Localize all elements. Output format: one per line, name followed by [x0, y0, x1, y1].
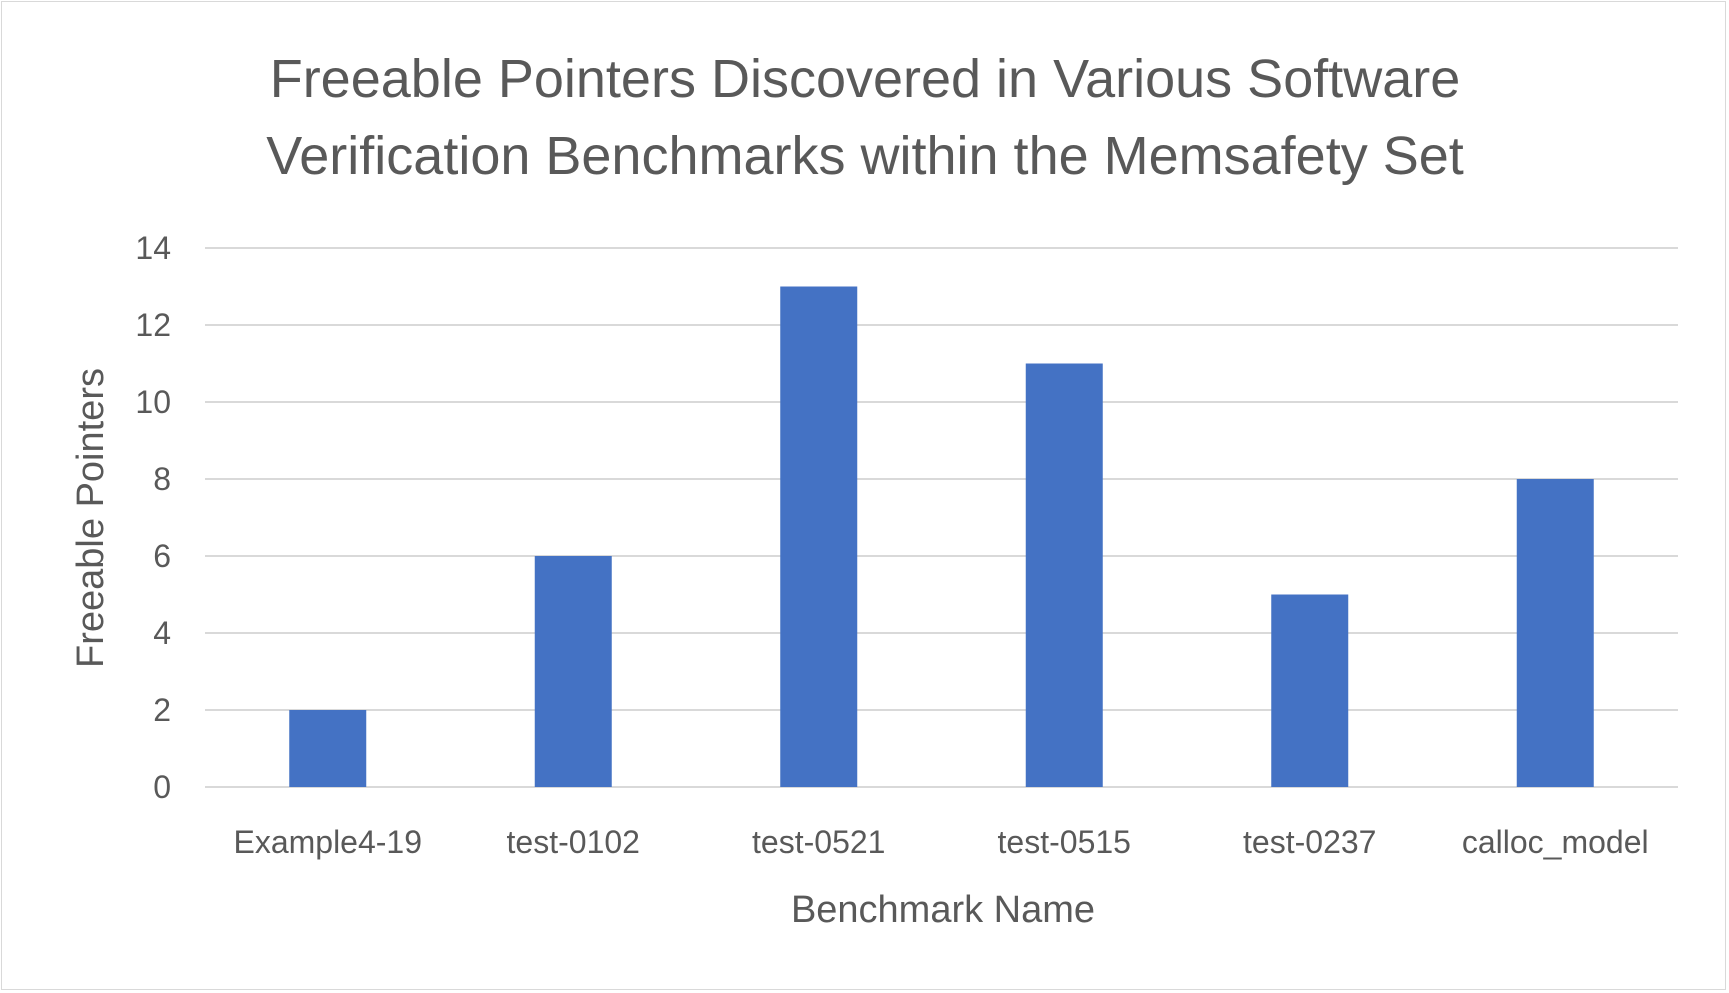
y-tick-label: 12 [135, 307, 171, 343]
x-tick-label: test-0237 [1243, 824, 1376, 860]
y-tick-label: 8 [153, 461, 171, 497]
bar-Example4-19 [289, 710, 367, 787]
x-tick-label: calloc_model [1462, 824, 1649, 860]
x-tick-label: Example4-19 [233, 824, 422, 860]
bar-test-0102 [534, 556, 612, 787]
x-axis-title: Benchmark Name [791, 889, 1095, 931]
y-tick-label: 2 [153, 692, 171, 728]
x-tick-label: test-0102 [507, 824, 640, 860]
bar-calloc_model [1516, 479, 1594, 787]
y-tick-label: 4 [153, 615, 171, 651]
y-axis-title: Freeable Pointers [70, 368, 112, 668]
chart-title-line-2: Verification Benchmarks within the Memsa… [266, 126, 1464, 186]
x-axis-ticks: Example4-19 test-0102 test-0521 test-0515 te… [233, 824, 1648, 860]
chart-title-line-1: Freeable Pointers Discovered in Various … [270, 49, 1461, 109]
gridlines [205, 247, 1678, 788]
y-tick-label: 6 [153, 538, 171, 574]
x-tick-label: test-0515 [998, 824, 1131, 860]
y-tick-label: 14 [135, 230, 171, 266]
bar-test-0515 [1025, 363, 1103, 787]
y-tick-label: 10 [135, 384, 171, 420]
bar-test-0521 [780, 286, 858, 787]
y-tick-label: 0 [153, 769, 171, 805]
bars [289, 286, 1594, 787]
bar-test-0237 [1271, 594, 1349, 787]
chart-title: Freeable Pointers Discovered in Various … [266, 49, 1464, 186]
x-tick-label: test-0521 [752, 824, 885, 860]
y-axis-ticks: 0 2 4 6 8 10 12 14 [135, 230, 171, 805]
